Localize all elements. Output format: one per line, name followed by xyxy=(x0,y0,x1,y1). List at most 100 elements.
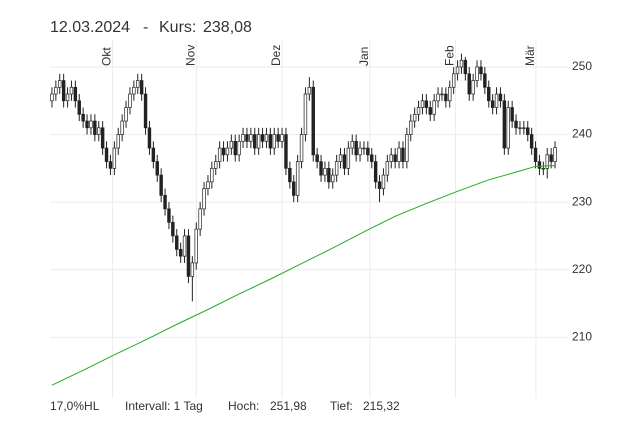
candle-body xyxy=(132,86,136,95)
candle-body xyxy=(522,127,526,129)
candle-body xyxy=(260,134,265,142)
candle-body xyxy=(389,154,393,162)
candle-body xyxy=(529,134,534,149)
candle-body xyxy=(346,147,351,169)
hl: 17,0%HL xyxy=(50,399,100,413)
candle-body xyxy=(128,93,132,108)
candle-body xyxy=(241,134,245,142)
candle-body xyxy=(65,93,70,102)
candle-body xyxy=(393,154,397,162)
candle-body xyxy=(167,208,171,223)
candle-body xyxy=(440,93,444,96)
candle-body xyxy=(362,147,366,150)
candle-body xyxy=(510,107,514,122)
x-tick-label: Dez xyxy=(269,45,283,66)
candle-body xyxy=(448,86,452,102)
candle-body xyxy=(323,167,327,176)
candle-body xyxy=(311,86,315,156)
interval: Intervall: 1 Tag xyxy=(125,399,203,413)
candle-body xyxy=(518,127,522,129)
candle-body xyxy=(381,174,386,189)
candle-body xyxy=(69,86,74,95)
candle-body xyxy=(288,167,292,183)
candle-body xyxy=(136,80,140,88)
candle-body xyxy=(350,140,354,149)
candle-body xyxy=(268,134,273,149)
candle-body xyxy=(147,127,152,149)
candle-body xyxy=(61,80,66,102)
x-tick-label: Feb xyxy=(443,45,457,66)
price: 238,08 xyxy=(203,19,252,36)
candle-body xyxy=(420,100,425,108)
price-label: Kurs: xyxy=(159,19,196,36)
candle-body xyxy=(225,147,230,156)
x-tick-label: Jan xyxy=(357,47,371,66)
candle-body xyxy=(354,140,358,156)
candle-body xyxy=(471,80,475,95)
candle-body xyxy=(264,134,269,142)
candle-body xyxy=(73,86,78,102)
candle-body xyxy=(221,147,226,156)
candle-body xyxy=(89,120,93,129)
candle-body xyxy=(436,93,440,102)
candle-body xyxy=(249,134,253,142)
x-tick-label: Nov xyxy=(183,45,197,66)
candle-body xyxy=(124,107,128,122)
candle-body xyxy=(272,134,276,149)
candle-body xyxy=(120,120,124,135)
y-tick-label: 250 xyxy=(572,59,592,73)
candle-body xyxy=(217,147,222,162)
candle-body xyxy=(487,86,491,102)
candle-body xyxy=(358,147,362,156)
candle-body xyxy=(327,167,331,183)
y-tick-label: 230 xyxy=(572,194,592,208)
x-tick-label: Okt xyxy=(99,47,113,66)
candle-body xyxy=(237,140,241,156)
candle-body xyxy=(178,249,183,257)
candle-body xyxy=(533,147,538,162)
candle-body xyxy=(401,147,405,162)
candle-body xyxy=(112,147,117,169)
candle-body xyxy=(537,161,542,169)
low-label: Tief: xyxy=(330,399,353,413)
candle-body xyxy=(428,107,432,115)
candle-body xyxy=(253,134,257,149)
candle-body xyxy=(81,113,85,122)
candle-body xyxy=(77,100,81,115)
candle-body xyxy=(85,120,89,129)
candle-body xyxy=(549,154,553,162)
candle-body xyxy=(284,134,288,169)
candle-body xyxy=(526,127,530,135)
date: 12.03.2024 xyxy=(50,19,130,36)
candle-body xyxy=(143,93,148,129)
candle-body xyxy=(295,161,300,196)
candle-body xyxy=(229,140,234,149)
candle-body xyxy=(280,134,284,142)
candle-body xyxy=(276,134,280,142)
candle-body xyxy=(405,134,409,162)
candle-body xyxy=(97,127,101,135)
candle-body xyxy=(303,93,308,135)
candle-body xyxy=(186,235,191,277)
candle-body xyxy=(190,262,195,277)
candle-body xyxy=(100,127,105,149)
candle-body xyxy=(479,66,483,75)
candle-body xyxy=(182,235,187,257)
candle-body xyxy=(490,100,495,108)
candle-body xyxy=(502,100,507,149)
candle-body xyxy=(370,154,374,162)
x-tick-label: Mär xyxy=(523,45,537,66)
candle-body xyxy=(366,147,370,156)
candle-body xyxy=(545,154,549,169)
candle-body xyxy=(377,181,382,189)
candle-body xyxy=(331,174,335,183)
candle-body xyxy=(210,167,214,183)
candle-body xyxy=(459,59,464,68)
candle-body xyxy=(506,107,510,149)
candle-body xyxy=(451,73,456,88)
candle-body xyxy=(475,66,479,81)
candle-body xyxy=(315,154,319,162)
candle-body xyxy=(50,93,54,102)
candle-body xyxy=(334,161,339,176)
candle-body xyxy=(385,161,390,176)
